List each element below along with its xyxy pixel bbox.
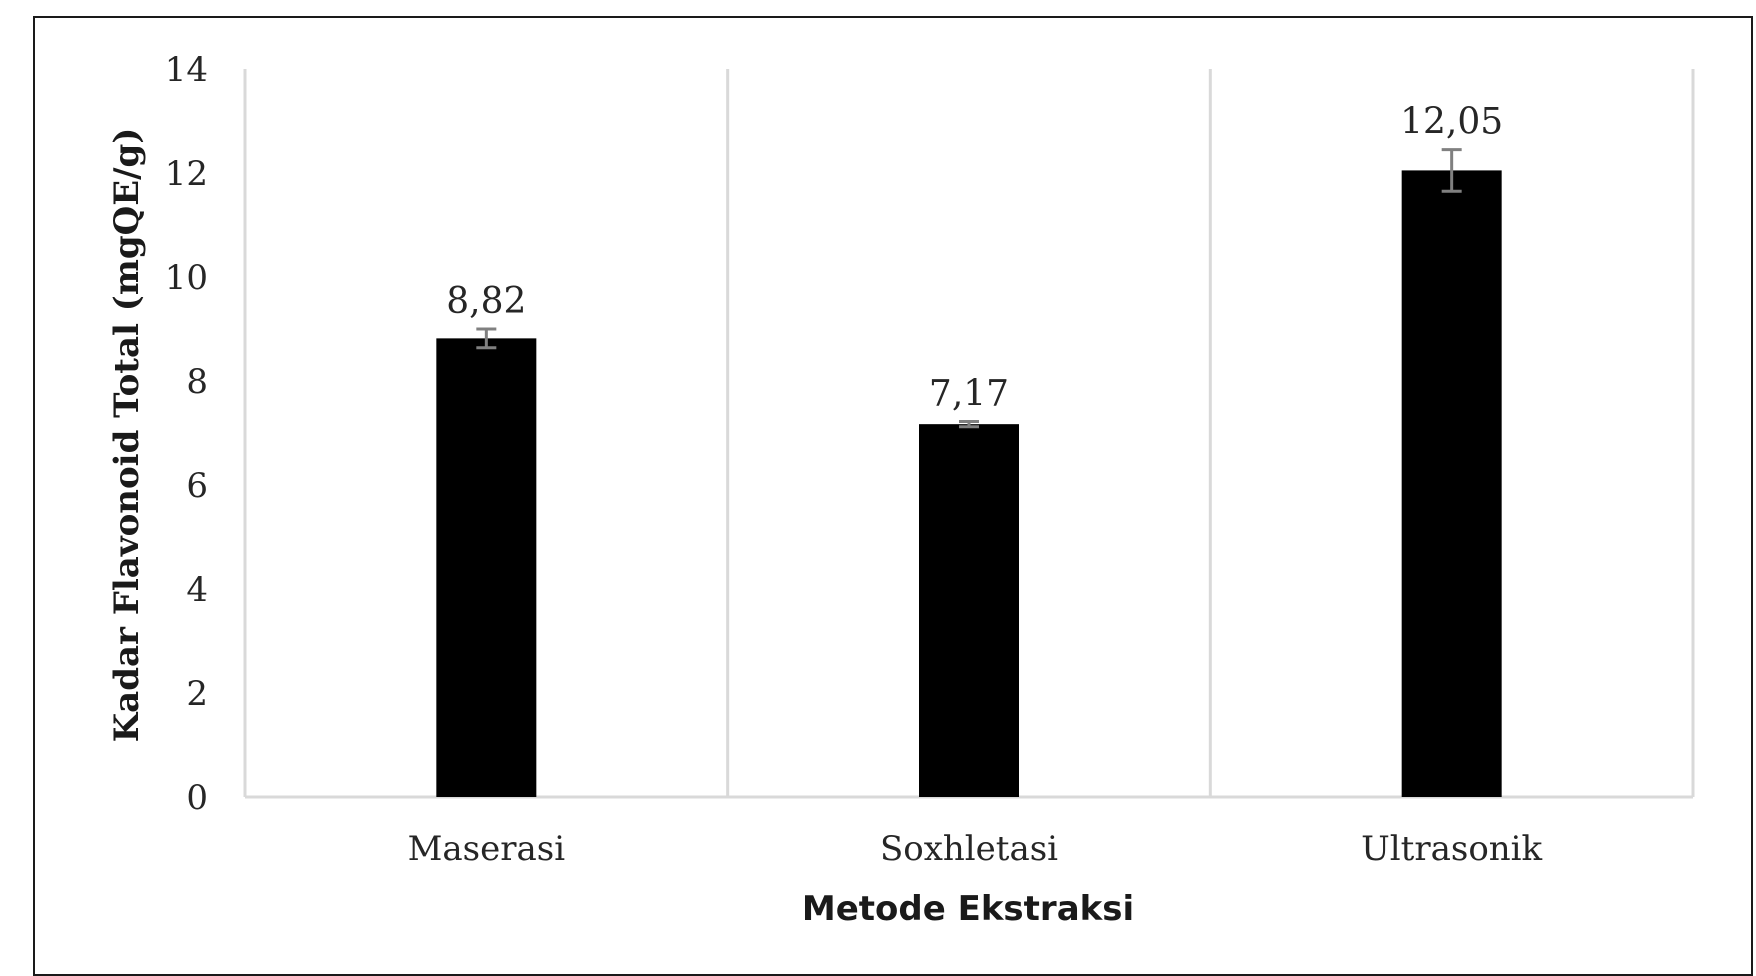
y-tick-label: 8 [186, 362, 208, 402]
y-tick-label: 14 [165, 50, 208, 90]
x-tick-label: Ultrasonik [1361, 829, 1542, 869]
x-tick-label: Maserasi [408, 829, 566, 869]
data-labels: 8,82 7,17 12,05 [446, 102, 1503, 415]
error-bars [476, 148, 1462, 429]
y-tick-label: 6 [186, 466, 208, 506]
data-label: 8,82 [446, 281, 526, 322]
y-tick-label: 2 [186, 674, 208, 714]
bar [919, 424, 1019, 797]
y-tick-label: 10 [165, 258, 208, 298]
data-label: 7,17 [929, 374, 1009, 415]
x-tick-label: Soxhletasi [880, 829, 1058, 869]
bar [1401, 170, 1502, 797]
y-tick-label: 12 [165, 154, 208, 194]
bars [436, 170, 1502, 797]
y-axis-title: Kadar Flavonoid Total (mgQE/g) [107, 128, 147, 743]
y-tick-label: 0 [186, 778, 208, 818]
bar [436, 338, 537, 797]
y-axis-ticks: 0 2 4 6 8 10 12 14 [165, 50, 208, 818]
data-label: 12,05 [1400, 102, 1503, 143]
x-axis-ticks: Maserasi Soxhletasi Ultrasonik [408, 829, 1543, 869]
x-axis-title: Metode Ekstraksi [802, 889, 1134, 929]
y-tick-label: 4 [186, 570, 208, 610]
